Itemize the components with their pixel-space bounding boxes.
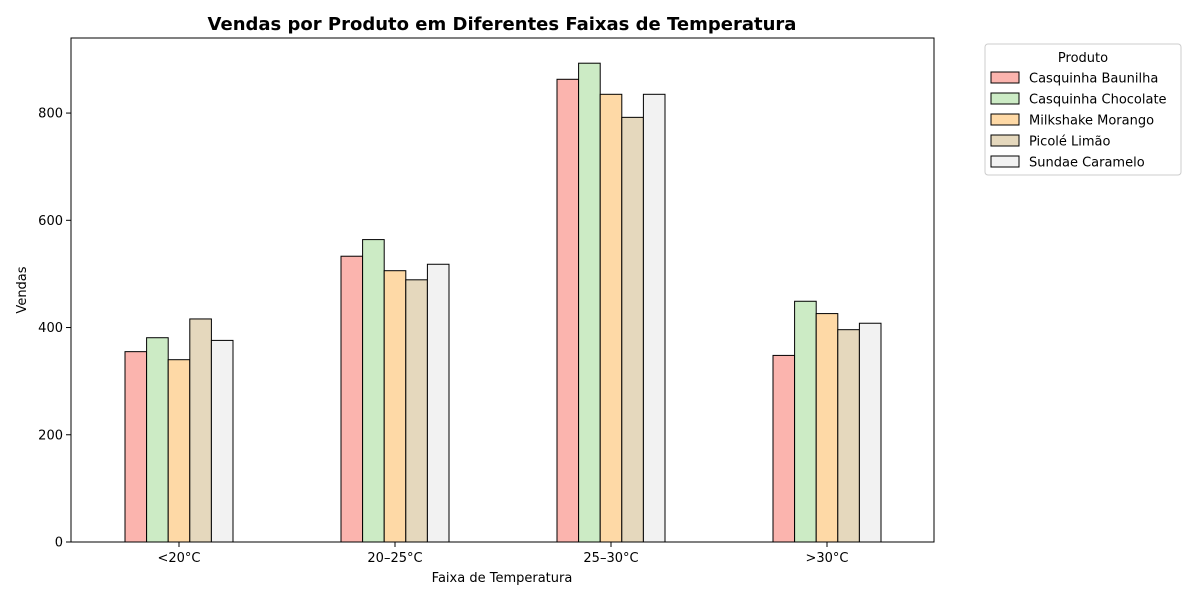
y-tick-label: 0 xyxy=(55,536,63,551)
bar xyxy=(556,78,580,543)
x-tick-label: 20–25°C xyxy=(367,551,422,566)
bar xyxy=(383,270,407,543)
bar xyxy=(426,263,450,543)
legend-frame xyxy=(984,43,1182,176)
x-tick-label: >30°C xyxy=(805,551,848,566)
bar xyxy=(858,322,882,543)
bar xyxy=(405,279,428,543)
bar xyxy=(210,339,234,543)
chart-title: Vendas por Produto em Diferentes Faixas … xyxy=(208,14,797,35)
bar xyxy=(362,239,385,543)
legend-label: Picolé Limão xyxy=(1029,135,1110,150)
legend-label: Milkshake Morango xyxy=(1029,114,1154,129)
x-tick-label: 25–30°C xyxy=(583,551,638,566)
legend-swatch xyxy=(990,71,1020,84)
bar xyxy=(124,351,148,543)
bar xyxy=(621,116,644,543)
legend: Produto Casquinha Baunilha Casquinha Choc… xyxy=(984,43,1182,176)
y-axis-label: Vendas xyxy=(15,266,30,313)
bar xyxy=(642,93,666,543)
axes-group: 0 200 400 600 800 <20°C 20–25°C 25–30°C >30°C xyxy=(38,37,935,566)
legend-swatch xyxy=(990,113,1020,126)
bar xyxy=(340,255,364,543)
y-tick-label: 200 xyxy=(38,428,63,443)
x-tick-label: <20°C xyxy=(157,551,200,566)
y-tick-label: 600 xyxy=(38,214,63,229)
legend-title: Produto xyxy=(1058,51,1108,66)
legend-swatch xyxy=(990,155,1020,168)
y-tick-label: 400 xyxy=(38,321,63,336)
legend-label: Casquinha Chocolate xyxy=(1029,93,1167,108)
bar xyxy=(837,329,860,543)
legend-swatch xyxy=(990,134,1020,147)
plot-frame xyxy=(70,37,935,543)
bar xyxy=(146,337,169,543)
bar xyxy=(167,359,191,543)
bar xyxy=(794,300,817,543)
y-tick-label: 800 xyxy=(38,107,63,122)
bar xyxy=(578,62,601,543)
bar xyxy=(189,318,212,543)
bar xyxy=(772,354,796,543)
bar xyxy=(815,313,839,543)
legend-label: Sundae Caramelo xyxy=(1029,156,1145,171)
legend-label: Casquinha Baunilha xyxy=(1029,72,1158,87)
bar xyxy=(599,93,623,543)
x-axis-label: Faixa de Temperatura xyxy=(432,571,573,586)
legend-swatch xyxy=(990,92,1020,105)
bars-group xyxy=(124,62,882,543)
